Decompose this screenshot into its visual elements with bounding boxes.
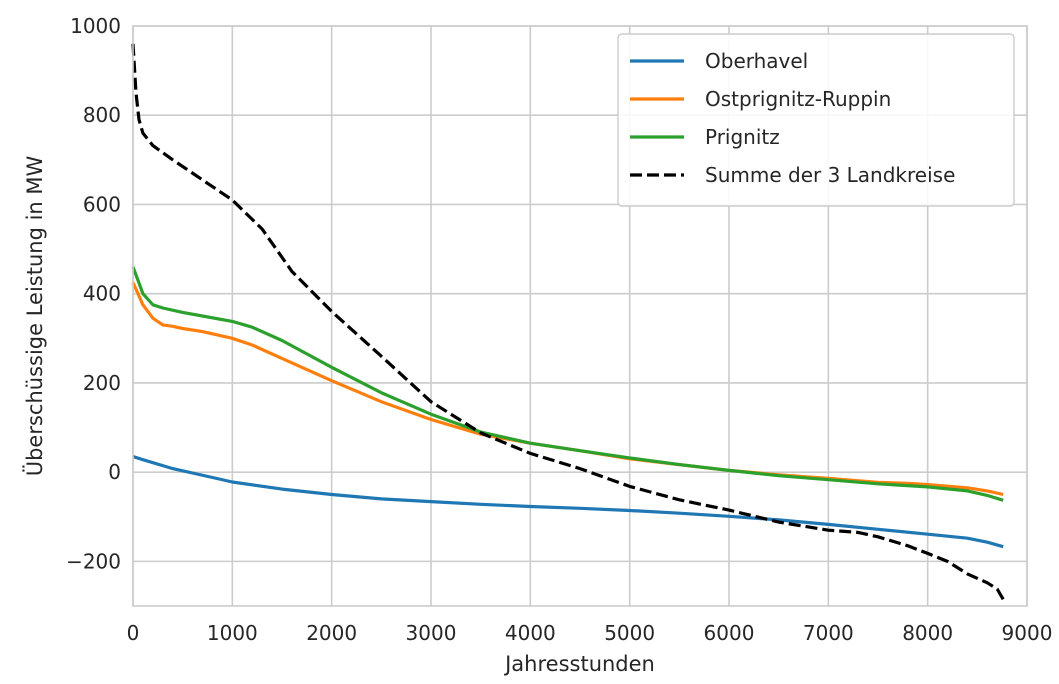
y-tick-label: 600: [83, 192, 121, 216]
x-tick-label: 9000: [1002, 621, 1053, 645]
x-tick-label: 8000: [902, 621, 953, 645]
y-tick-label: 400: [83, 282, 121, 306]
legend-label: Oberhavel: [705, 49, 808, 73]
series-line-0: [132, 454, 1004, 549]
x-axis-label: Jahresstunden: [503, 652, 655, 676]
y-axis-label: Überschüssige Leistung in MW: [22, 155, 47, 476]
x-tick-label: 6000: [704, 621, 755, 645]
y-tick-label: −200: [66, 549, 121, 573]
y-tick-labels: −200 0 200 400 600 800 1000: [66, 14, 121, 573]
legend-box: [617, 33, 1015, 207]
axes-frame: [132, 25, 1028, 607]
y-tick-label: 1000: [70, 14, 121, 38]
series-group: [131, 43, 1005, 601]
y-tick-label: 800: [83, 103, 121, 127]
series-line-3: [131, 43, 1005, 601]
legend-label: Prignitz: [705, 125, 780, 149]
series-line-1: [131, 281, 1004, 497]
x-tick-label: 0: [127, 621, 140, 645]
legend: Oberhavel Ostprignitz-Ruppin Prignitz Summe…: [617, 33, 1015, 207]
x-tick-label: 2000: [306, 621, 357, 645]
x-tick-label: 3000: [406, 621, 457, 645]
x-tick-label: 4000: [505, 621, 556, 645]
x-tick-label: 5000: [604, 621, 655, 645]
x-tick-labels: 0 1000 2000 3000 4000 5000 6000 7000 8000 9000: [127, 621, 1053, 645]
series-line-2: [131, 266, 1004, 502]
y-tick-label: 200: [83, 371, 121, 395]
plot-border: [132, 25, 1028, 607]
legend-label: Summe der 3 Landkreise: [705, 163, 955, 187]
x-tick-label: 1000: [207, 621, 258, 645]
x-tick-label: 7000: [803, 621, 854, 645]
y-tick-label: 0: [108, 460, 121, 484]
legend-label: Ostprignitz-Ruppin: [705, 87, 891, 111]
